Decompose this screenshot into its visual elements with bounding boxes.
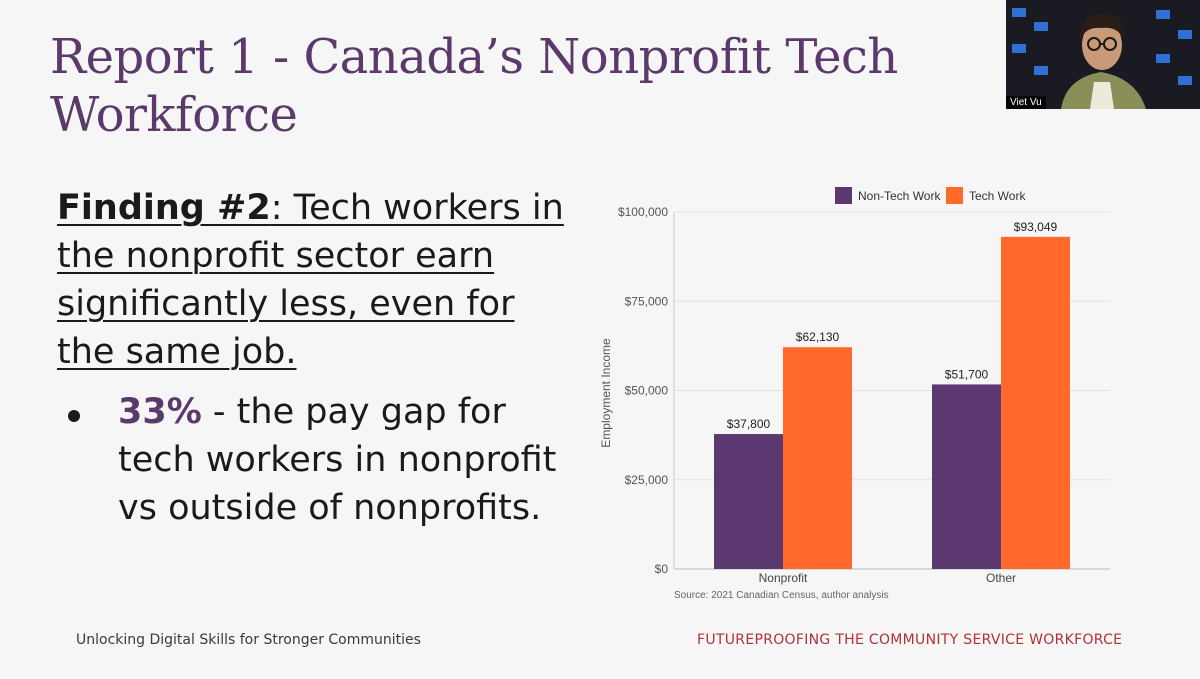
slide-title: Report 1 - Canada’s Nonprofit Tech Workf… (50, 29, 898, 143)
finding-statement: Finding #2: Tech workers in the nonprofi… (57, 184, 577, 376)
y-tick-label: $0 (655, 562, 669, 576)
y-tick-label: $50,000 (625, 384, 669, 398)
legend-swatch (946, 187, 963, 204)
pay-gap-percent: 33% (118, 392, 202, 432)
bar-value-label: $37,800 (727, 417, 771, 431)
x-category-label: Nonprofit (759, 571, 808, 585)
finding-text: : Tech workers in the nonprofit sector e… (57, 188, 564, 372)
income-bar-chart: $0 $25,000 $50,000 $75,000 $100,000 $37,800 $… (599, 187, 1110, 601)
bar-non-tech-work-other (932, 384, 1001, 569)
y-tick-label: $25,000 (625, 473, 669, 487)
participant-name: Viet Vu (1006, 96, 1046, 109)
bar-value-label: $62,130 (796, 330, 840, 344)
bullet-text: 33% - the pay gap for tech workers in no… (118, 388, 588, 532)
bar-non-tech-work-nonprofit (714, 434, 783, 569)
x-category-label: Other (986, 571, 1016, 585)
bar-value-label: $51,700 (945, 367, 989, 381)
y-tick-label: $75,000 (625, 294, 669, 308)
footer-right-text: FUTUREPROOFING THE COMMUNITY SERVICE WOR… (697, 632, 1123, 648)
bullet-dot-icon (68, 410, 80, 422)
bar-tech-work-nonprofit (783, 347, 852, 569)
bar-tech-work-other (1001, 236, 1070, 569)
finding-label: Finding #2 (57, 188, 271, 228)
bullet-description: - the pay gap for tech workers in nonpro… (118, 392, 557, 528)
legend-label: Non-Tech Work (858, 189, 941, 203)
legend-swatch (835, 187, 852, 204)
bar-value-label: $93,049 (1014, 220, 1058, 234)
footer-left-text: Unlocking Digital Skills for Stronger Co… (76, 632, 421, 648)
presenter-video-frame (1006, 0, 1200, 109)
chart-source-note: Source: 2021 Canadian Census, author ana… (674, 590, 889, 601)
video-thumbnail[interactable]: Viet Vu (1006, 0, 1200, 109)
legend-label: Tech Work (969, 189, 1026, 203)
y-tick-label: $100,000 (618, 205, 668, 219)
y-axis-label: Employment Income (599, 338, 613, 448)
